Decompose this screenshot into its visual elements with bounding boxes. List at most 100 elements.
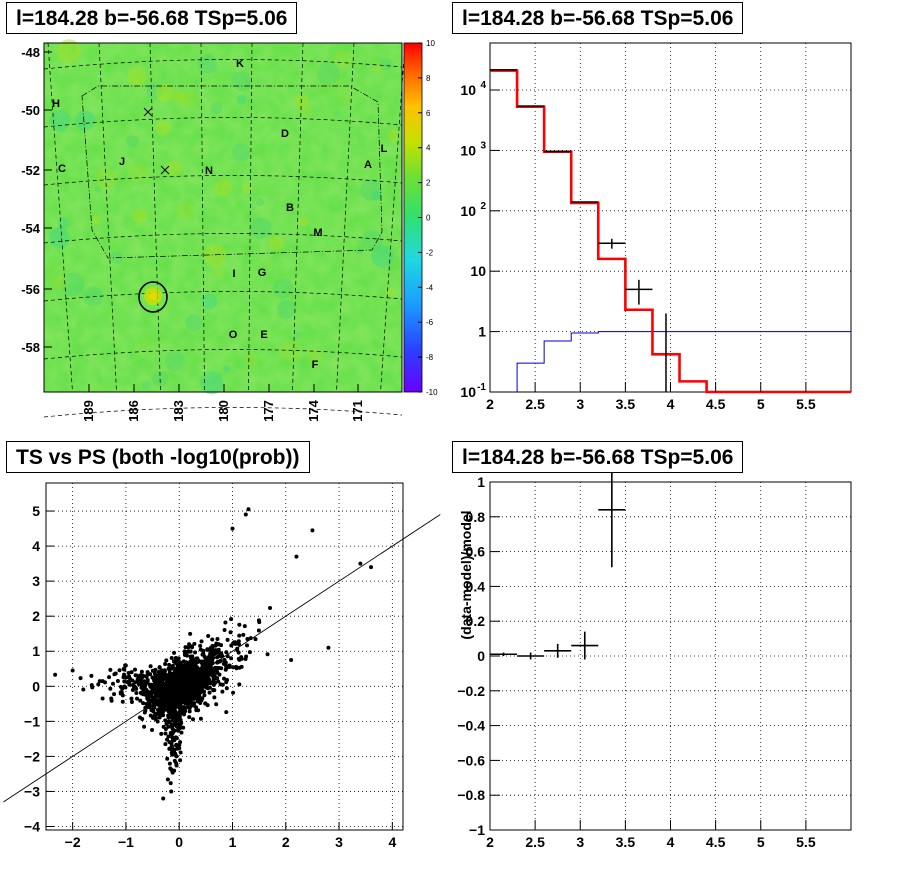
y-tick-label: 2: [32, 608, 40, 624]
scatter-point: [78, 676, 83, 681]
map-fluctuation: [334, 110, 341, 117]
scatter-point: [177, 712, 182, 717]
y-tick-label: 4: [32, 538, 40, 554]
scatter-point: [142, 710, 147, 715]
y-tick-label: 10: [460, 82, 476, 98]
scatter-point: [166, 734, 171, 739]
scatter-point: [209, 666, 214, 671]
scatter-point: [167, 662, 172, 667]
source-label: F: [312, 359, 319, 371]
map-fluctuation: [371, 245, 394, 268]
scatter-point: [191, 686, 196, 691]
scatter-point: [237, 642, 242, 647]
map-fluctuation: [386, 128, 400, 142]
scatter-point: [178, 718, 183, 723]
map-fluctuation: [173, 90, 186, 103]
color-bar-label: -8: [426, 353, 434, 362]
scatter-point: [237, 622, 242, 627]
scatter-point: [205, 647, 210, 652]
scatter-points: [53, 507, 374, 801]
scatter-point: [248, 636, 253, 641]
scatter-point: [216, 665, 221, 670]
scatter-point: [174, 763, 179, 768]
scatter-point: [215, 637, 220, 642]
map-fluctuation: [231, 143, 251, 162]
scatter-point: [167, 761, 172, 766]
graticule-longitude: [47, 42, 73, 393]
scatter-point: [149, 692, 154, 697]
scatter-point: [224, 686, 229, 691]
scatter-point: [184, 653, 189, 658]
map-fluctuation: [122, 179, 134, 191]
x-tick-label: 3: [576, 396, 584, 412]
scatter-point: [215, 670, 220, 675]
map-fluctuation: [69, 44, 77, 52]
scatter-point: [163, 726, 168, 731]
y-tick-label: −0.6: [457, 752, 485, 768]
map-fluctuation: [333, 50, 352, 69]
scatter-point: [211, 655, 216, 660]
map-fluctuation: [126, 135, 139, 148]
scatter-point: [118, 691, 123, 696]
map-texture: [44, 43, 402, 392]
map-fluctuation: [260, 259, 272, 271]
map-fluctuation: [179, 90, 198, 108]
x-marker: [160, 165, 170, 175]
scatter-point: [192, 701, 197, 706]
map-fluctuation: [197, 54, 218, 74]
scatter-point: [162, 677, 167, 682]
scatter-point: [169, 741, 174, 746]
scatter-point: [172, 709, 177, 714]
scatter-point: [185, 686, 190, 691]
scatter-point: [126, 680, 131, 685]
map-fluctuation: [214, 179, 233, 197]
scatter-point: [89, 673, 94, 678]
scatter-point: [214, 702, 219, 707]
y-tick-label: 1: [477, 474, 485, 490]
scatter-point: [130, 678, 135, 683]
scatter-point: [289, 658, 294, 663]
x-tick-label: 4: [388, 834, 396, 850]
scatter-point: [192, 641, 197, 646]
scatter-point: [231, 665, 236, 670]
scatter-point: [159, 731, 164, 736]
scatter-point: [150, 727, 155, 732]
spectrum-title: l=184.28 b=-56.68 TSp=5.06: [452, 2, 744, 34]
scatter-point: [155, 719, 160, 724]
scatter-point: [174, 679, 179, 684]
y-tick-label: 1: [32, 643, 40, 659]
scatter-point: [165, 756, 170, 761]
scatter-point: [133, 667, 138, 672]
scatter-point: [154, 683, 159, 688]
scatter-point: [205, 658, 210, 663]
scatter-point: [199, 698, 204, 703]
scatter-point: [157, 711, 162, 716]
source-label: M: [313, 227, 322, 239]
scatter-point: [183, 675, 188, 680]
y-tick-label: 10: [460, 384, 476, 400]
scatter-point: [145, 677, 150, 682]
source-label: G: [258, 267, 267, 279]
scatter-point: [157, 665, 162, 670]
scatter-point: [195, 699, 200, 704]
scatter-point: [109, 698, 114, 703]
y-tick-exponent: 4: [480, 80, 486, 91]
scatter-point: [164, 721, 169, 726]
graticule-longitude: [380, 42, 406, 393]
map-fluctuation: [132, 208, 148, 224]
scatter-point: [190, 645, 195, 650]
scatter-point: [224, 664, 229, 669]
x-tick-label: 180: [216, 400, 231, 422]
source-label: L: [381, 143, 388, 155]
scatter-point: [117, 668, 122, 673]
y-tick-label: 0.6: [466, 544, 486, 560]
scatter-point: [164, 658, 169, 663]
scatter-point: [211, 682, 216, 687]
graticule-latitude: [43, 175, 403, 186]
x-tick-label: 3.5: [616, 396, 636, 412]
color-bar-label: -6: [426, 318, 434, 327]
y-tick-label: -56: [21, 282, 40, 297]
scatter-point: [165, 702, 170, 707]
scatter-point: [216, 679, 221, 684]
